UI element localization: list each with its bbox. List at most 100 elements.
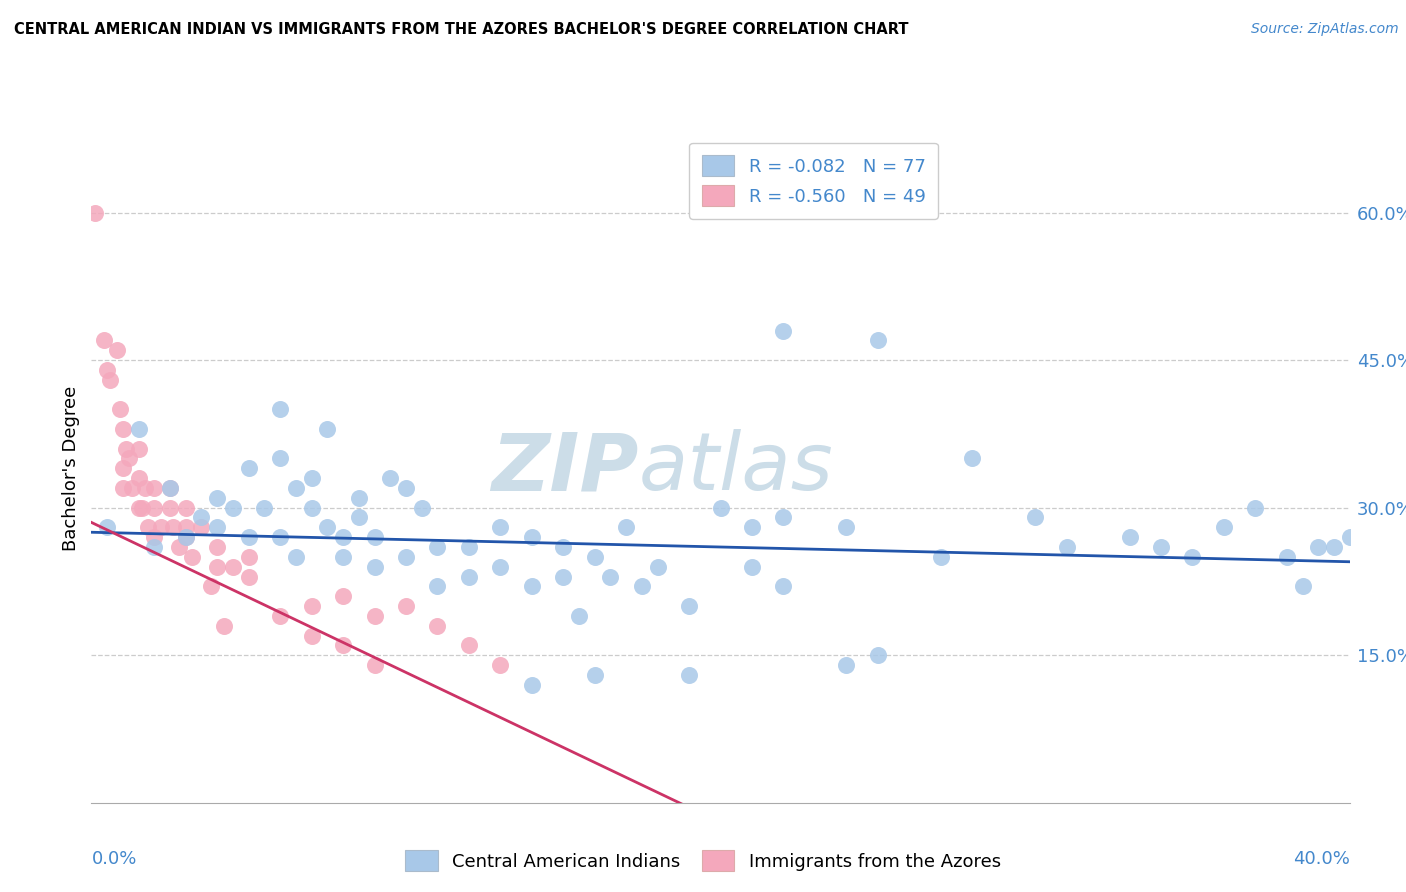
- Point: [301, 599, 323, 613]
- Point: [238, 530, 260, 544]
- Point: [457, 639, 479, 653]
- Point: [316, 520, 339, 534]
- Point: [426, 540, 449, 554]
- Point: [772, 324, 794, 338]
- Point: [105, 343, 128, 358]
- Point: [1291, 579, 1313, 593]
- Point: [143, 500, 166, 515]
- Point: [269, 608, 291, 623]
- Point: [200, 579, 222, 593]
- Point: [489, 559, 512, 574]
- Point: [96, 363, 118, 377]
- Point: [205, 559, 228, 574]
- Point: [1118, 530, 1140, 544]
- Point: [1244, 500, 1267, 515]
- Point: [115, 442, 138, 456]
- Point: [269, 402, 291, 417]
- Legend: Central American Indians, Immigrants from the Azores: Central American Indians, Immigrants fro…: [396, 841, 1010, 880]
- Text: 40.0%: 40.0%: [1294, 849, 1350, 868]
- Point: [583, 668, 606, 682]
- Point: [583, 549, 606, 564]
- Text: 0.0%: 0.0%: [91, 849, 136, 868]
- Point: [284, 549, 307, 564]
- Point: [174, 520, 197, 534]
- Point: [426, 579, 449, 593]
- Point: [553, 569, 575, 583]
- Point: [269, 530, 291, 544]
- Point: [835, 520, 858, 534]
- Point: [1275, 549, 1298, 564]
- Point: [520, 678, 543, 692]
- Point: [647, 559, 669, 574]
- Point: [174, 500, 197, 515]
- Point: [395, 599, 418, 613]
- Point: [614, 520, 637, 534]
- Point: [118, 451, 141, 466]
- Point: [108, 402, 131, 417]
- Point: [1181, 549, 1204, 564]
- Point: [568, 608, 591, 623]
- Text: CENTRAL AMERICAN INDIAN VS IMMIGRANTS FROM THE AZORES BACHELOR'S DEGREE CORRELAT: CENTRAL AMERICAN INDIAN VS IMMIGRANTS FR…: [14, 22, 908, 37]
- Point: [1339, 530, 1361, 544]
- Point: [426, 618, 449, 632]
- Point: [205, 540, 228, 554]
- Point: [332, 589, 354, 603]
- Point: [143, 530, 166, 544]
- Point: [136, 520, 159, 534]
- Point: [143, 481, 166, 495]
- Point: [866, 648, 889, 663]
- Point: [190, 510, 212, 524]
- Point: [93, 334, 115, 348]
- Point: [678, 599, 700, 613]
- Point: [222, 559, 245, 574]
- Point: [96, 520, 118, 534]
- Point: [83, 205, 105, 219]
- Point: [741, 520, 763, 534]
- Point: [411, 500, 433, 515]
- Point: [128, 500, 150, 515]
- Point: [131, 500, 153, 515]
- Point: [98, 373, 121, 387]
- Point: [205, 491, 228, 505]
- Point: [363, 559, 385, 574]
- Point: [772, 510, 794, 524]
- Point: [1308, 540, 1330, 554]
- Point: [190, 520, 212, 534]
- Point: [159, 500, 181, 515]
- Point: [457, 569, 479, 583]
- Point: [363, 530, 385, 544]
- Point: [269, 451, 291, 466]
- Point: [332, 530, 354, 544]
- Point: [316, 422, 339, 436]
- Point: [143, 540, 166, 554]
- Point: [238, 549, 260, 564]
- Point: [520, 530, 543, 544]
- Point: [599, 569, 621, 583]
- Point: [363, 658, 385, 673]
- Text: atlas: atlas: [638, 429, 834, 508]
- Legend: R = -0.082   N = 77, R = -0.560   N = 49: R = -0.082 N = 77, R = -0.560 N = 49: [689, 143, 938, 219]
- Point: [332, 639, 354, 653]
- Point: [111, 481, 134, 495]
- Point: [128, 471, 150, 485]
- Point: [380, 471, 402, 485]
- Point: [111, 422, 134, 436]
- Y-axis label: Bachelor's Degree: Bachelor's Degree: [62, 385, 80, 551]
- Text: ZIP: ZIP: [492, 429, 638, 508]
- Point: [159, 481, 181, 495]
- Point: [332, 549, 354, 564]
- Point: [395, 549, 418, 564]
- Point: [1212, 520, 1236, 534]
- Point: [174, 530, 197, 544]
- Point: [457, 540, 479, 554]
- Point: [962, 451, 984, 466]
- Text: Source: ZipAtlas.com: Source: ZipAtlas.com: [1251, 22, 1399, 37]
- Point: [301, 500, 323, 515]
- Point: [134, 481, 156, 495]
- Point: [205, 520, 228, 534]
- Point: [709, 500, 731, 515]
- Point: [253, 500, 276, 515]
- Point: [238, 569, 260, 583]
- Point: [149, 520, 172, 534]
- Point: [347, 491, 370, 505]
